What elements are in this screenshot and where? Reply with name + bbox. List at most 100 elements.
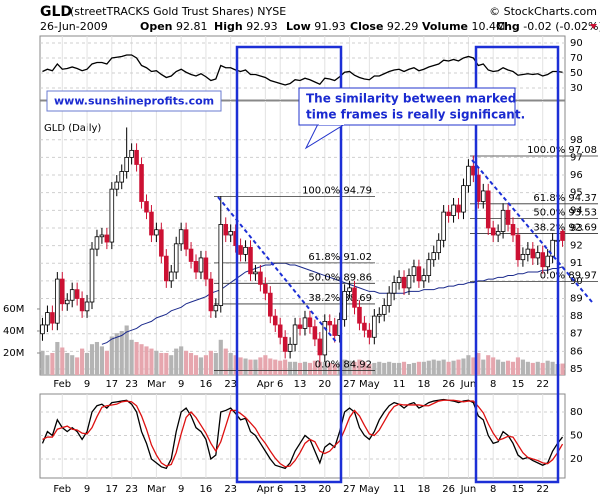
- volume-bar: [258, 357, 263, 375]
- x-tick-label: 22: [536, 379, 549, 390]
- volume-bar: [451, 360, 456, 375]
- fib-label: 100.0% 97.08: [527, 145, 597, 156]
- volume-bar: [104, 350, 109, 375]
- candle-body: [277, 324, 283, 338]
- volume-bar: [456, 359, 461, 375]
- symbol: GLD: [40, 4, 72, 20]
- volume-bar: [193, 355, 199, 375]
- fib-label: 0.0% 89.97: [540, 270, 597, 281]
- volume-bar: [382, 362, 387, 375]
- x-tick-label: 8: [490, 379, 496, 390]
- volume-bar: [367, 363, 372, 375]
- quote-value: 92.29: [387, 20, 419, 33]
- y-tick-label: 94: [570, 205, 583, 216]
- x-tick-label: Apr: [257, 484, 275, 495]
- candle-body: [312, 326, 318, 340]
- candle-body: [357, 306, 362, 324]
- volume-bar: [188, 352, 194, 375]
- volume-bar: [476, 352, 481, 375]
- volume-bar: [268, 358, 273, 375]
- x-tick-label: Feb: [53, 379, 71, 390]
- candle-body: [510, 224, 516, 236]
- marked-frame: [235, 45, 343, 484]
- candle-body: [272, 315, 278, 326]
- candle-body: [292, 324, 298, 345]
- candle-body: [84, 301, 90, 312]
- x-tick-label: Mar: [147, 379, 167, 390]
- candle-body: [317, 338, 323, 356]
- candle-body: [480, 190, 486, 202]
- callout-text: time frames is really significant.: [306, 108, 525, 122]
- candle-body: [550, 239, 555, 257]
- candle-body: [109, 188, 115, 243]
- candle-body: [391, 282, 397, 294]
- volume-bar: [223, 348, 228, 375]
- quote-label: High: [214, 20, 243, 33]
- volume-bar: [550, 361, 555, 375]
- y-tick-label: 85: [570, 364, 583, 375]
- candle-body: [243, 246, 248, 255]
- candle-body: [500, 209, 506, 232]
- candle-body: [159, 229, 164, 257]
- volume-bar: [377, 361, 382, 375]
- volume-bar: [248, 359, 253, 375]
- candle-body: [74, 289, 80, 299]
- y-tick-label: 98: [570, 135, 583, 146]
- volume-bar: [174, 348, 179, 375]
- candle-body: [322, 320, 328, 356]
- volume-bar: [446, 361, 451, 375]
- volume-bar: [84, 352, 90, 375]
- volume-bar: [253, 359, 258, 375]
- candle-body: [203, 257, 209, 280]
- volume-bar: [486, 355, 491, 375]
- quote-label: Low: [286, 20, 311, 33]
- volume-bar: [545, 360, 550, 375]
- candle-body: [540, 252, 545, 268]
- volume-bar: [372, 362, 377, 375]
- candle-body: [485, 190, 491, 229]
- volume-bar: [228, 352, 233, 375]
- moving-average: [101, 262, 563, 345]
- y-tick-label: 93: [570, 223, 583, 234]
- change-arrow: [590, 24, 597, 29]
- volume-bar: [263, 355, 268, 375]
- volume-bar: [283, 359, 288, 375]
- volume-bar: [337, 361, 342, 375]
- volume-bar: [392, 362, 397, 375]
- volume-bar: [124, 325, 129, 375]
- x-tick-label: May: [359, 379, 380, 390]
- marked-frame: [474, 45, 560, 484]
- candle-body: [416, 266, 422, 282]
- x-tick-label: 26: [442, 379, 455, 390]
- candle-body: [154, 229, 159, 236]
- x-tick-label: 23: [224, 484, 237, 495]
- volume-bar: [421, 361, 426, 375]
- y-tick-label: 86: [570, 346, 583, 357]
- candle-body: [99, 234, 105, 238]
- fib-label: 61.8% 94.37: [533, 193, 597, 204]
- quote-value: 92.93: [246, 20, 278, 33]
- candle-body: [302, 317, 308, 329]
- x-tick-label: 17: [105, 484, 118, 495]
- candle-body: [178, 229, 184, 245]
- volume-bar: [273, 359, 278, 375]
- volume-bar: [159, 352, 164, 375]
- quote: Close 92.29: [350, 20, 418, 33]
- candle-body: [342, 291, 347, 321]
- y-tick-label: 89: [570, 293, 583, 304]
- candle-body: [223, 224, 229, 236]
- volume-bar: [431, 359, 436, 375]
- candle-body: [441, 211, 446, 241]
- volume-bar: [540, 362, 545, 375]
- volume-bar: [198, 357, 204, 375]
- quote-label: Close: [350, 20, 383, 33]
- y-tick-label: 91: [570, 258, 583, 269]
- candle-body: [263, 283, 268, 294]
- volume-bar: [397, 362, 402, 375]
- candle-body: [69, 289, 75, 301]
- volume-bar: [525, 361, 530, 375]
- volume-bar: [233, 355, 238, 375]
- x-tick-label: 9: [84, 484, 90, 495]
- y-tick-label: 95: [570, 188, 583, 199]
- candle-body: [362, 322, 367, 331]
